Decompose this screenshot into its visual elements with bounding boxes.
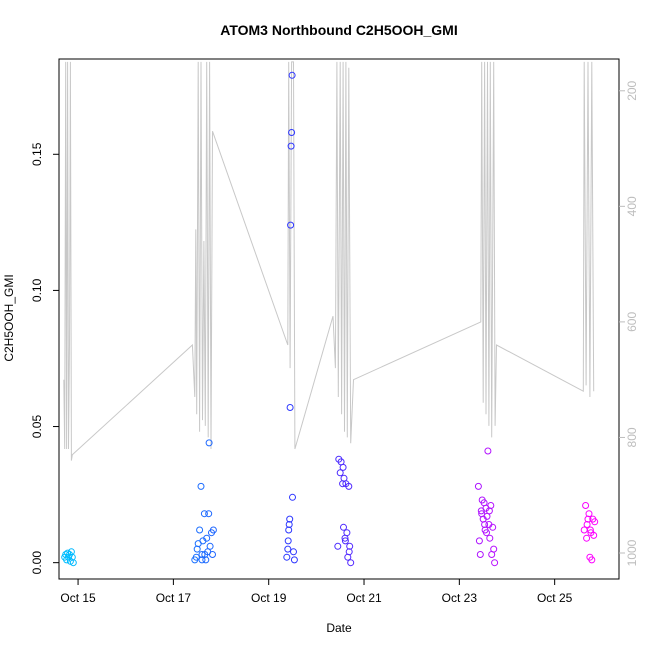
data-point (341, 537, 349, 545)
data-point (69, 559, 77, 567)
data-point (491, 559, 499, 567)
right-tick-label: 200 (625, 80, 639, 100)
data-point (206, 542, 214, 550)
data-point (347, 559, 355, 567)
plot-box (58, 58, 620, 580)
right-tick-label: 600 (625, 312, 639, 332)
data-point (286, 515, 294, 523)
data-point (485, 507, 493, 515)
data-point (203, 534, 211, 542)
y-tick-label: 0.15 (30, 142, 44, 166)
data-point (591, 518, 599, 526)
right-tick-label: 800 (625, 427, 639, 447)
data-point (486, 534, 494, 542)
data-point (198, 551, 206, 558)
right-tick-label: 400 (625, 196, 639, 216)
data-point (196, 526, 204, 534)
data-point (285, 521, 293, 528)
data-point (287, 221, 295, 229)
right-tick-label: 1000 (625, 539, 639, 566)
data-point (476, 551, 484, 558)
data-point (483, 529, 490, 537)
data-point (336, 469, 344, 477)
data-point (484, 447, 492, 455)
chart-title: ATOM3 Northbound C2H5OOH_GMI (220, 22, 457, 38)
data-point (286, 404, 294, 411)
right-y-axis: 200 400 600 800 1000 (619, 80, 639, 566)
data-point (289, 493, 296, 501)
data-point (474, 482, 482, 490)
data-point (290, 548, 297, 556)
data-point (284, 545, 292, 553)
data-point (290, 556, 298, 564)
data-point (583, 521, 591, 528)
x-tick-label: Oct 17 (156, 591, 192, 605)
data-point (197, 482, 205, 490)
y-tick-label: 0.05 (30, 415, 44, 439)
data-point (339, 463, 347, 471)
data-point (205, 439, 213, 447)
data-point (193, 545, 201, 553)
data-point (200, 510, 208, 518)
data-point (283, 553, 291, 561)
data-point (481, 521, 489, 528)
x-tick-label: Oct 21 (346, 591, 382, 605)
data-point (284, 537, 292, 545)
y-tick-label: 0.10 (30, 278, 44, 302)
data-point (205, 510, 213, 518)
data-point (340, 523, 347, 531)
left-y-axis: 0.00 0.05 0.10 0.15 (30, 142, 59, 574)
data-point (489, 523, 497, 531)
x-tick-label: Oct 19 (251, 591, 287, 605)
x-axis-title: Date (326, 621, 352, 635)
data-point (583, 534, 591, 542)
data-point (590, 531, 598, 539)
data-point (287, 142, 295, 150)
x-tick-label: Oct 23 (442, 591, 478, 605)
data-point (288, 129, 296, 136)
data-point (478, 510, 486, 518)
data-point (334, 542, 342, 550)
x-tick-label: Oct 15 (60, 591, 96, 605)
data-point (64, 549, 72, 557)
data-point (192, 553, 200, 561)
pressure-line-layer (63, 61, 595, 461)
data-point (345, 482, 353, 490)
data-point (582, 502, 590, 509)
pressure-series-line (63, 61, 595, 461)
data-point (201, 551, 209, 558)
y-tick-label: 0.00 (30, 551, 44, 575)
y-axis-title: C2H5OOH_GMI (2, 274, 16, 361)
data-point (209, 551, 216, 558)
data-point (345, 548, 353, 556)
data-point (475, 537, 483, 545)
x-axis: Oct 15 Oct 17 Oct 19 Oct 21 Oct 23 Oct 25 (60, 579, 573, 605)
x-tick-label: Oct 25 (537, 591, 573, 605)
scatter-points-layer (61, 71, 599, 567)
data-point (588, 556, 596, 564)
data-point (198, 556, 206, 564)
data-point (209, 526, 217, 534)
data-point (585, 510, 593, 518)
data-point (490, 545, 498, 553)
data-point (343, 529, 351, 537)
data-point (586, 526, 594, 534)
data-point (288, 71, 296, 79)
